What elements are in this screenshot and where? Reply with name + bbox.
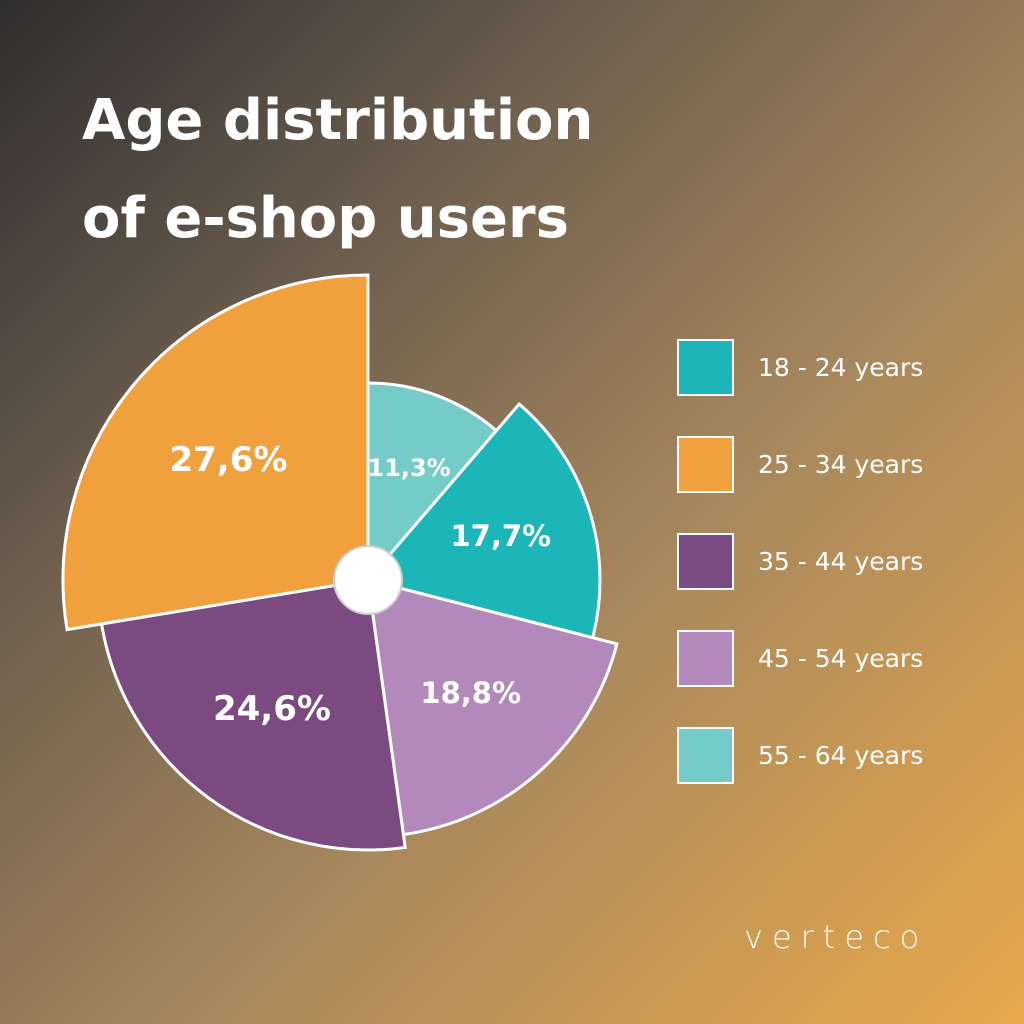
- legend-label: 25 - 34 years: [758, 450, 923, 479]
- data-label: 17,7%: [450, 519, 551, 553]
- center-hole: [333, 545, 403, 615]
- legend-swatch: [677, 436, 734, 493]
- data-label: 27,6%: [169, 440, 287, 480]
- legend-swatch: [677, 339, 734, 396]
- chart-title: Age distribution of e-shop users: [82, 88, 594, 251]
- logo: verteco: [744, 918, 929, 956]
- data-label: 24,6%: [213, 689, 331, 729]
- data-label: 18,8%: [420, 676, 521, 710]
- data-label: 11,3%: [367, 454, 450, 482]
- legend-label: 45 - 54 years: [758, 644, 923, 673]
- pie-slice: [366, 577, 619, 837]
- legend-swatch: [677, 727, 734, 784]
- pie-slice: [366, 381, 499, 585]
- legend-label: 18 - 24 years: [758, 353, 923, 382]
- pie-slice: [99, 578, 407, 852]
- legend-swatch: [677, 630, 734, 687]
- pie-slice: [365, 401, 602, 640]
- legend-label: 55 - 64 years: [758, 741, 923, 770]
- legend-swatch: [677, 533, 734, 590]
- pie-slice: [61, 273, 370, 632]
- legend-label: 35 - 44 years: [758, 547, 923, 576]
